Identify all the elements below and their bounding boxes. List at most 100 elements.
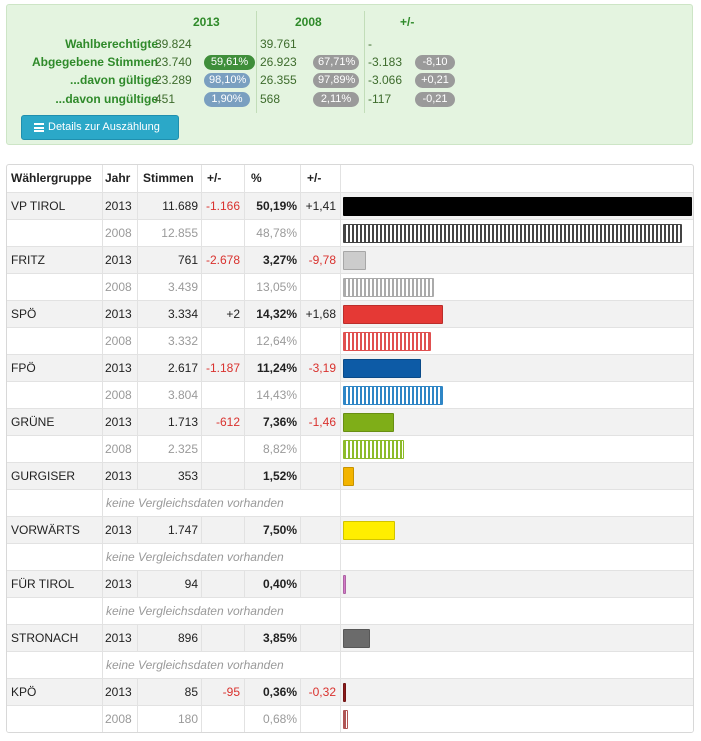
summary-pct-diff: +0,21: [415, 73, 455, 88]
row-votes: 3.804: [167, 388, 198, 402]
table-row: STRONACH 2013 896 3,85%: [7, 624, 693, 651]
row-pct-diff: -9,78: [308, 253, 336, 267]
row-votes: 2.325: [167, 442, 198, 456]
share-bar: [343, 251, 366, 270]
table-row: VORWÄRTS 2013 1.747 7,50%: [7, 516, 693, 543]
table-header: Wählergruppe Jahr Stimmen +/- % +/-: [7, 165, 693, 192]
row-pct: 14,32%: [256, 307, 297, 321]
row-pct: 7,36%: [262, 415, 297, 429]
row-votes-diff: -1.187: [205, 361, 240, 375]
row-votes: 3.334: [167, 307, 198, 321]
party-name: STRONACH: [11, 631, 79, 645]
header-votes: Stimmen: [143, 171, 194, 185]
summary-value-2013: 23.289: [155, 73, 192, 87]
summary-pct-2013: 59,61%: [204, 55, 255, 70]
row-votes: 94: [184, 577, 198, 591]
no-comparison-note: keine Vergleichsdaten vorhanden: [106, 496, 284, 510]
row-votes-diff: [203, 625, 240, 651]
row-votes: 3.439: [167, 280, 198, 294]
share-bar: [343, 521, 395, 540]
party-name: GURGISER: [11, 469, 76, 483]
row-pct-diff: -3,19: [308, 361, 336, 375]
row-pct-diff: +1,68: [305, 307, 336, 321]
header-pdiff: +/-: [307, 171, 322, 185]
summary-pct-diff: -0,21: [415, 92, 455, 107]
row-pct-diff: -1,46: [308, 415, 336, 429]
table-row: SPÖ 2013 3.334 +2 14,32% +1,68: [7, 300, 693, 327]
row-votes-diff: [203, 571, 240, 597]
row-votes-diff: -2.678: [205, 253, 240, 267]
party-name: FRITZ: [11, 253, 45, 267]
table-row: keine Vergleichsdaten vorhanden: [7, 651, 693, 678]
summary-pct-2013: 98,10%: [204, 73, 250, 88]
table-row: FPÖ 2013 2.617 -1.187 11,24% -3,19: [7, 354, 693, 381]
share-bar-previous: [343, 710, 348, 729]
row-year: 2008: [105, 388, 132, 402]
row-year: 2008: [105, 280, 132, 294]
row-pct: 3,27%: [262, 253, 297, 267]
row-pct-diff: [303, 463, 336, 489]
table-row: 2008 180 0,68%: [7, 705, 693, 732]
summary-diff-header: +/-: [400, 15, 415, 29]
row-pct: 11,24%: [256, 361, 297, 375]
row-votes-diff: [203, 463, 240, 489]
share-bar-previous: [343, 278, 434, 297]
summary-label: Wahlberechtigte: [65, 37, 158, 51]
row-year: 2013: [105, 577, 132, 591]
row-pct-diff: +1,41: [305, 199, 336, 213]
no-comparison-note: keine Vergleichsdaten vorhanden: [106, 604, 284, 618]
table-row: 2008 3.804 14,43%: [7, 381, 693, 408]
row-votes: 11.689: [162, 199, 198, 213]
summary-label: ...davon ungültige: [55, 92, 158, 106]
share-bar: [343, 575, 346, 594]
row-votes: 896: [177, 631, 198, 645]
summary-value-2013: 39.824: [155, 37, 192, 51]
summary-divider: [256, 11, 257, 113]
row-pct: 0,68%: [262, 712, 297, 726]
row-pct-diff: [303, 517, 336, 543]
party-name: SPÖ: [11, 307, 37, 321]
row-votes-diff: -95: [222, 685, 240, 699]
summary-pct-2008: 67,71%: [313, 55, 359, 70]
summary-label: ...davon gültige: [69, 73, 158, 87]
summary-value-2013: 23.740: [155, 55, 192, 69]
row-year: 2013: [105, 631, 132, 645]
table-row: FRITZ 2013 761 -2.678 3,27% -9,78: [7, 246, 693, 273]
row-pct: 3,85%: [262, 631, 297, 645]
share-bar-previous: [343, 332, 431, 351]
summary-label: Abgegebene Stimmen: [31, 55, 158, 69]
row-votes: 180: [177, 712, 198, 726]
row-year: 2013: [105, 469, 132, 483]
header-diff: +/-: [207, 171, 222, 185]
table-row: 2008 12.855 48,78%: [7, 219, 693, 246]
row-pct: 0,36%: [262, 685, 297, 699]
row-votes: 12.855: [161, 226, 198, 240]
summary-year-2013: 2013: [193, 15, 220, 29]
no-comparison-note: keine Vergleichsdaten vorhanden: [106, 658, 284, 672]
details-button-label: Details zur Auszählung: [48, 121, 160, 133]
row-pct-diff: -0,32: [308, 685, 336, 699]
summary-year-2008: 2008: [295, 15, 322, 29]
row-pct-diff: [303, 571, 336, 597]
party-name: VP TIROL: [11, 199, 66, 213]
share-bar-previous: [343, 224, 682, 243]
row-year: 2008: [105, 334, 132, 348]
party-name: FPÖ: [11, 361, 36, 375]
summary-value-2013: 451: [155, 92, 176, 106]
share-bar: [343, 467, 354, 486]
row-votes-diff: [203, 517, 240, 543]
header-group: Wählergruppe: [11, 171, 92, 185]
row-pct: 13,05%: [256, 280, 297, 294]
summary-diff: -: [368, 37, 372, 51]
table-row: 2008 3.439 13,05%: [7, 273, 693, 300]
share-bar: [343, 359, 421, 378]
results-table: Wählergruppe Jahr Stimmen +/- % +/- VP T…: [6, 164, 694, 733]
table-row: 2008 3.332 12,64%: [7, 327, 693, 354]
summary-diff: -3.066: [368, 73, 403, 87]
details-button[interactable]: Details zur Auszählung: [21, 115, 179, 140]
row-year: 2013: [105, 361, 132, 375]
summary-diff: -3.183: [368, 55, 403, 69]
summary-pct-2008: 2,11%: [313, 92, 359, 107]
table-row: keine Vergleichsdaten vorhanden: [7, 489, 693, 516]
row-votes-diff: +2: [226, 307, 240, 321]
